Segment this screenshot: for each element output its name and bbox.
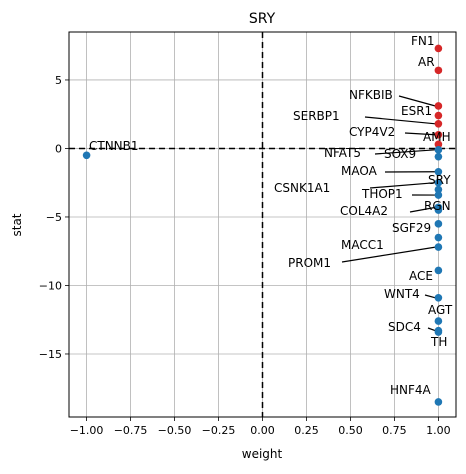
point-label: COL4A2 <box>340 204 388 218</box>
data-point <box>435 45 443 53</box>
point-label: NFAT5 <box>324 146 361 160</box>
point-label: SRY <box>428 173 451 187</box>
x-tick-label: −0.25 <box>202 424 236 437</box>
x-tick-label: 1.00 <box>426 424 451 437</box>
point-label: WNT4 <box>384 287 420 301</box>
x-tick-label: −1.00 <box>70 424 104 437</box>
data-point <box>435 234 443 242</box>
point-label: SOX9 <box>384 147 416 161</box>
point-label: ESR1 <box>401 104 432 118</box>
point-label: SGF29 <box>392 221 431 235</box>
data-point <box>435 398 443 406</box>
point-label: ACE <box>409 269 433 283</box>
point-label: PROM1 <box>288 256 331 270</box>
y-tick-label: −15 <box>39 348 62 361</box>
point-label: FN1 <box>411 34 435 48</box>
y-axis-label: stat <box>10 213 24 236</box>
chart-title: SRY <box>249 11 276 27</box>
point-label: AR <box>418 55 435 69</box>
data-point <box>435 67 443 75</box>
x-tick-label: 0.00 <box>250 424 275 437</box>
x-axis-label: weight <box>242 447 283 461</box>
data-point <box>435 102 443 110</box>
data-point <box>435 243 443 251</box>
data-point <box>435 220 443 228</box>
y-tick-label: 0 <box>55 142 62 155</box>
point-label: MAOA <box>341 164 378 178</box>
point-label: CSNK1A1 <box>274 181 330 195</box>
point-label: NFKBIB <box>349 88 393 102</box>
data-point <box>435 120 443 128</box>
point-label: AGT <box>428 303 453 317</box>
point-label: CYP4V2 <box>349 125 395 139</box>
data-point <box>435 317 443 325</box>
point-label: MACC1 <box>341 238 384 252</box>
x-tick-label: 0.75 <box>382 424 407 437</box>
data-point <box>435 153 443 161</box>
point-label: RGN <box>424 199 451 213</box>
point-label: SDC4 <box>388 320 421 334</box>
point-label: AMH <box>423 130 451 144</box>
data-point <box>435 146 443 154</box>
y-tick-label: −10 <box>39 279 62 292</box>
data-point <box>435 294 443 302</box>
point-label: THOP1 <box>361 187 403 201</box>
data-point <box>435 191 443 199</box>
x-tick-label: 0.50 <box>338 424 363 437</box>
x-tick-label: −0.50 <box>158 424 192 437</box>
data-point <box>435 267 443 275</box>
point-label: HNF4A <box>390 383 432 397</box>
point-label: TH <box>430 335 447 349</box>
x-tick-label: 0.25 <box>294 424 319 437</box>
data-point <box>435 112 443 120</box>
y-tick-label: −5 <box>46 211 62 224</box>
y-tick-label: 5 <box>55 74 62 87</box>
point-label: CTNNB1 <box>89 139 139 153</box>
x-tick-label: −0.75 <box>114 424 148 437</box>
point-label: SERBP1 <box>293 109 340 123</box>
